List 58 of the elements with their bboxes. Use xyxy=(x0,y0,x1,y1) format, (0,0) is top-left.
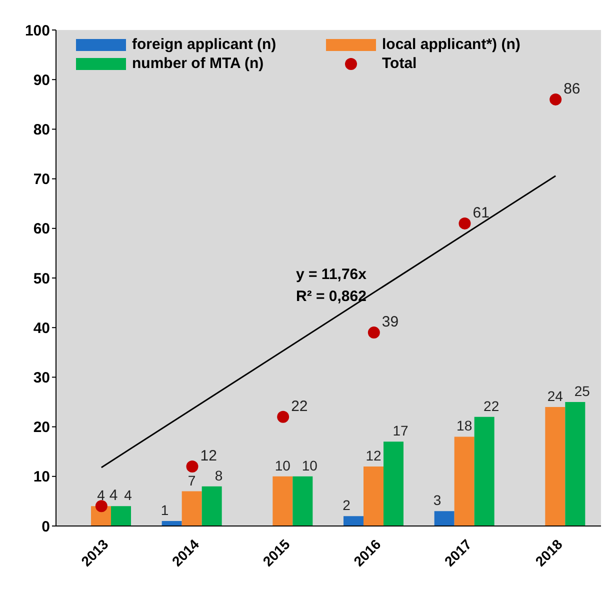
y-tick-label: 100 xyxy=(24,22,50,40)
bar xyxy=(384,442,404,526)
data-label: 25 xyxy=(574,383,590,399)
y-tick-label: 60 xyxy=(33,220,50,238)
bar xyxy=(434,511,454,526)
y-tick-label: 90 xyxy=(33,72,50,89)
bar xyxy=(162,521,182,526)
point xyxy=(186,460,198,472)
y-tick-label: 10 xyxy=(33,468,50,486)
data-label: 10 xyxy=(302,457,318,474)
annotation: R² = 0,862 xyxy=(296,287,366,307)
y-tick-label: 0 xyxy=(42,518,50,536)
data-label: 61 xyxy=(472,204,490,222)
data-label: 8 xyxy=(214,467,223,484)
data-label: 3 xyxy=(433,492,442,508)
data-label: 22 xyxy=(291,398,308,415)
point xyxy=(550,93,562,106)
data-label: 2 xyxy=(342,497,351,514)
bar xyxy=(292,476,313,526)
y-tick-label: 30 xyxy=(33,370,50,387)
data-label: 10 xyxy=(274,457,291,474)
point xyxy=(95,500,108,512)
y-tick-label: 80 xyxy=(33,122,50,139)
data-label: 7 xyxy=(188,472,196,488)
data-label: 12 xyxy=(366,447,382,464)
y-tick-label: 40 xyxy=(33,320,50,337)
data-label: 39 xyxy=(382,314,399,331)
data-label: 86 xyxy=(564,80,580,98)
y-tick-label: 20 xyxy=(33,419,50,436)
y-tick-label: 50 xyxy=(33,270,50,288)
legend-label: number of MTA (n) xyxy=(132,55,264,72)
y-tick-label: 70 xyxy=(33,171,50,188)
legend-label: local applicant*) (n) xyxy=(382,36,520,53)
bar xyxy=(202,486,222,526)
data-label: 4 xyxy=(97,487,106,504)
point xyxy=(277,410,290,423)
bar xyxy=(272,476,293,526)
point xyxy=(368,326,380,339)
bar xyxy=(111,506,131,526)
data-label: 18 xyxy=(456,418,472,434)
data-label: 22 xyxy=(484,398,500,414)
data-label: 12 xyxy=(200,447,217,464)
bar xyxy=(474,416,494,526)
data-label: 24 xyxy=(547,388,564,404)
data-label: 4 xyxy=(124,487,132,504)
legend-label: Total xyxy=(382,55,417,72)
bar xyxy=(344,516,364,526)
legend-label: foreign applicant (n) xyxy=(132,36,276,53)
point xyxy=(458,217,471,230)
data-label: 4 xyxy=(109,487,118,504)
data-label: 1 xyxy=(160,502,169,518)
data-label: 17 xyxy=(392,422,408,439)
bar xyxy=(545,406,566,526)
bar xyxy=(454,436,474,526)
annotation: y = 11,76x xyxy=(296,265,366,285)
bar xyxy=(182,491,202,526)
bar xyxy=(364,466,384,526)
bar xyxy=(565,402,586,526)
